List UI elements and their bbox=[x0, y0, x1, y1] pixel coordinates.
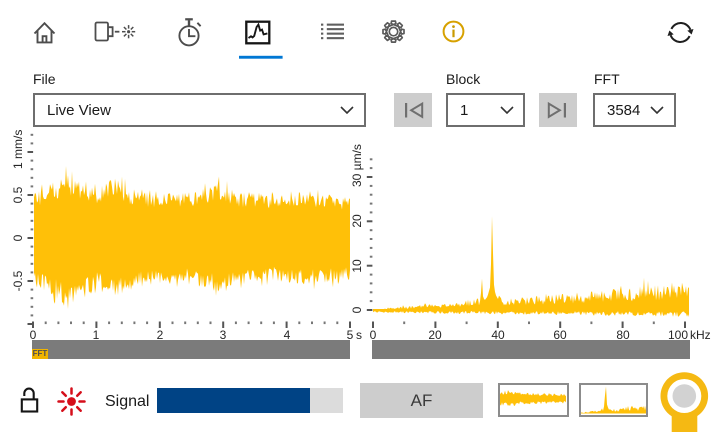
svg-text:0.5: 0.5 bbox=[11, 186, 25, 203]
svg-text:2: 2 bbox=[157, 328, 164, 342]
svg-text:1 mm/s: 1 mm/s bbox=[11, 130, 25, 169]
svg-text:100: 100 bbox=[668, 328, 688, 342]
svg-text:1: 1 bbox=[93, 328, 100, 342]
svg-text:40: 40 bbox=[491, 328, 505, 342]
svg-text:10: 10 bbox=[350, 259, 364, 273]
svg-text:20: 20 bbox=[428, 328, 442, 342]
svg-text:3: 3 bbox=[220, 328, 227, 342]
svg-text:5: 5 bbox=[347, 328, 354, 342]
svg-text:0: 0 bbox=[370, 328, 377, 342]
svg-text:0: 0 bbox=[350, 306, 364, 313]
svg-text:0: 0 bbox=[11, 234, 25, 241]
svg-text:20: 20 bbox=[350, 214, 364, 228]
svg-text:4: 4 bbox=[284, 328, 291, 342]
svg-text:s: s bbox=[356, 328, 362, 342]
svg-text:0: 0 bbox=[30, 328, 37, 342]
svg-text:-0.5: -0.5 bbox=[11, 270, 25, 291]
svg-text:kHz: kHz bbox=[690, 328, 711, 342]
svg-text:60: 60 bbox=[553, 328, 567, 342]
svg-text:80: 80 bbox=[616, 328, 630, 342]
svg-text:30 µm/s: 30 µm/s bbox=[350, 144, 364, 187]
